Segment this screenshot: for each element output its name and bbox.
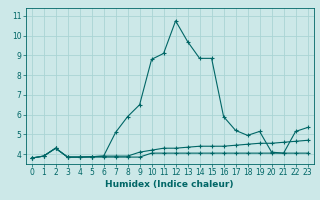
X-axis label: Humidex (Indice chaleur): Humidex (Indice chaleur) (105, 180, 234, 189)
